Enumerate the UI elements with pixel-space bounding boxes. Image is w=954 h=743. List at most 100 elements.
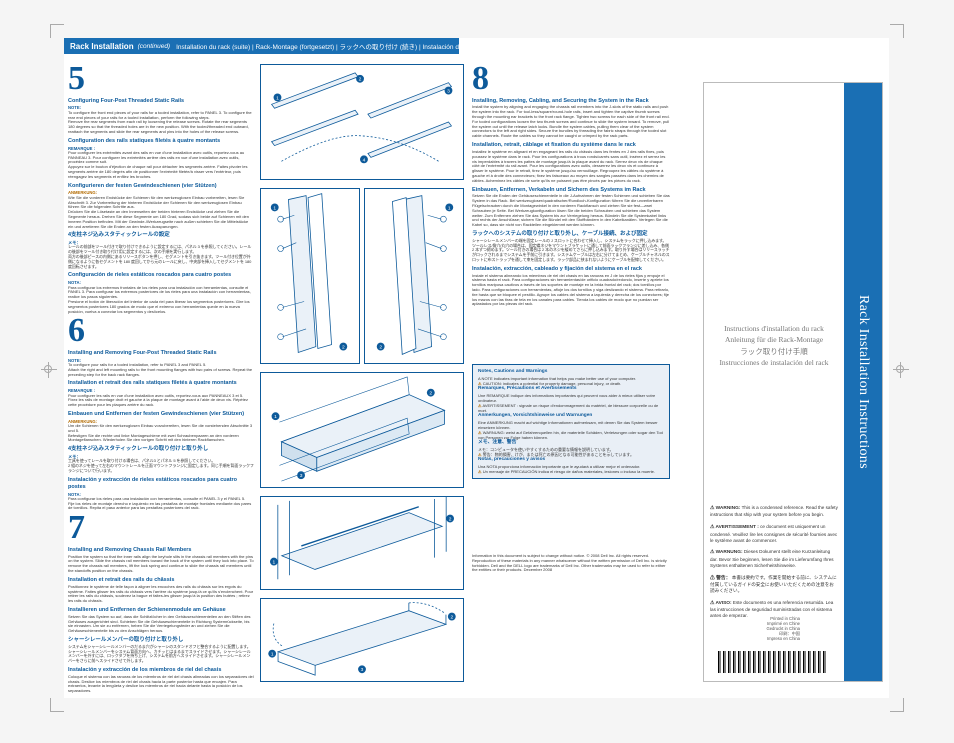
notes-group-title: Anmerkungen, Vorsichtshinweise und Warnu… [478,413,664,419]
page: 0J108rr0.qxd 12/05/2008 10:37 Page 2 Rac… [64,38,889,698]
section-title: Installation, retrait, câblage et fixati… [472,142,670,149]
svg-text:2: 2 [429,391,432,397]
section-body: Setzen Sie die Enden der Gehäuseschienen… [472,194,670,228]
section-title: Instalación, extracción, cableado y fija… [472,266,670,273]
diagram-panel-8a: 1 2 [260,496,464,590]
section-title: Installing and Removing Chassis Rail Mem… [68,547,254,554]
cover-warning: ⚠ 警告： 本書は要約です。作業を開始する前に、システムに付属しているガイドの安… [710,575,838,594]
notes-line: Une REMARQUE indique des informations im… [478,393,664,403]
legal-footer: Information in this document is subject … [472,554,670,573]
svg-text:1: 1 [273,560,276,566]
diagram-panel-8b: 1 2 3 [260,598,464,682]
section-body: Setzen Sie das System so auf, dass die S… [68,615,254,634]
notes-group-title: Remarques, Précautions et Avertissements [478,386,664,392]
svg-text:1: 1 [274,414,277,420]
header-title: Rack Installation [70,42,134,51]
printed-line: Impreso en China [766,636,800,641]
svg-text:3: 3 [447,89,450,95]
cover-titles: Instructions d'installation du rackAnlei… [712,323,836,368]
section-title: Installing, Removing, Cabling, and Secur… [472,98,670,105]
svg-text:4: 4 [363,157,366,163]
header-subtitle: (continued) [138,43,171,50]
cover-printed: Printed in ChinaImprimé en ChineGedruckt… [766,616,800,641]
section-title: Configuration des rails statiques fileté… [68,138,254,145]
header-trail: Installation du rack (suite) | Rack-Mont… [176,41,521,51]
section-body: Position the system so that the inner ra… [68,555,254,574]
notes-cautions-box: Notes, Cautions and WarningsA NOTE indic… [472,364,670,479]
section-body: Wie Sie die vorderen Endstücke der Schie… [68,196,254,230]
section-body: システムをシャーシレールメンバーのだるま穴がシャーシのスタンドオフと整合するよう… [68,645,254,664]
diagram-panel-7: 1 2 3 [260,372,464,488]
section-title: Einbauen, Entfernen, Verkabeln und Siche… [472,187,670,194]
svg-text:2: 2 [449,516,452,522]
cover-title-line: ラック取り付け手順 [712,346,836,357]
cover-warning: ⚠ AVERTISSEMENT : ce document est unique… [710,524,838,543]
section-number: 5 [68,64,254,95]
section-body: シャーシレールメンバーの端を固定レールの J スロットに合わせて挿入し、システム… [472,239,670,263]
section-title: Installation et retrait des rails du châ… [68,577,254,584]
cover-warning: ⚠ WARNING: This is a condensed reference… [710,505,838,518]
section-body: To configure your rails for a tooled ins… [68,363,254,377]
section-title: Configuración de rieles estáticos roscad… [68,272,254,279]
svg-text:1: 1 [276,95,279,101]
svg-text:2: 2 [342,345,345,351]
section-body: 工具を使ってレールを取り付ける場合は、パネル3 とパネル 5 を参照してください… [68,459,254,473]
section-title: 4支柱ネジ込みスタティックレールの設定 [68,232,254,239]
svg-text:2: 2 [359,77,362,83]
notes-group-title: Notes, Cautions and Warnings [478,369,664,375]
section-body: Pour configurer les rails en vue d'une i… [68,394,254,408]
notes-line: ⚠ AVERTISSEMENT : signale un risque d'en… [478,403,664,413]
svg-text:2: 2 [379,345,382,351]
section-number: 8 [472,64,670,95]
section-number: 7 [68,513,254,544]
section-body: Instale el sistema alineando los miembro… [472,274,670,308]
section-title: Instalación y extracción de rieles estát… [68,477,254,491]
section-title: Installieren und Entfernen der Schienenm… [68,607,254,614]
section-body: Coloque el sistema con las ranuras de lo… [68,675,254,694]
cover-title-line: Instrucciones de instalación del rack [712,357,836,368]
notes-line: ⚠ WARNUNG: weist auf Gefahrenquellen hin… [478,430,664,440]
svg-text:3: 3 [361,667,364,673]
section-body: Pour configurer les extrémités avant des… [68,151,254,180]
cover-title-line: Instructions d'installation du rack [712,323,836,334]
diagram-panel-6a: 1 2 [260,188,360,364]
diagram-panel-5: 1 2 3 4 [260,64,464,180]
section-title: Installation et retrait des rails statiq… [68,380,254,387]
section-body: レールの前部をツール付きで取り付けできるように設定するには、パネル 3 を参照し… [68,245,254,269]
section-title: シャーシレールメンバーの取り付けと取り外し [68,637,254,644]
svg-text:3: 3 [300,473,303,479]
section-body: Install the system by aligning and engag… [472,105,670,139]
header-strip: Rack Installation (continued) Installati… [64,38,459,54]
svg-text:1: 1 [271,652,274,658]
section-title: Instalación y extracción de los miembros… [68,667,254,674]
section-title: Konfigurieren der festen Gewindeschienen… [68,183,254,190]
left-column: 5 Configuring Four-Post Threaded Static R… [68,64,254,696]
cover-spine: Rack Installation Instructions [844,83,882,681]
cover-card: Rack Installation Instructions Instructi… [703,82,883,682]
svg-text:1: 1 [273,205,276,211]
section-title: ラックへのシステムの取り付けと取り外し、ケーブル接続、および固定 [472,231,670,238]
section-body: To configure the front end pieces of you… [68,111,254,135]
cover-title-line: Anleitung für die Rack-Montage [712,334,836,345]
diagram-panel-6b: 1 2 [364,188,464,364]
notes-line: Eine ANMERKUNG macht auf wichtige Inform… [478,420,664,430]
section-title: Installing and Removing Four-Post Thread… [68,350,254,357]
section-body: Para configurar los extremos frontales d… [68,286,254,315]
section-title: Einbauen und Entfernen der festen Gewind… [68,411,254,418]
section-title: Configuring Four-Post Threaded Static Ra… [68,98,254,105]
section-number: 6 [68,316,254,347]
section-body: Para configurar los rieles para una inst… [68,497,254,511]
section-body: Um die Schienen für den werkzeuglosen Ei… [68,424,254,443]
notes-group-title: Notas, precauciones y avisos [478,457,664,463]
notes-group-title: メモ、注意、警告 [478,440,664,446]
barcode [718,643,828,673]
svg-text:2: 2 [450,615,453,621]
svg-text:1: 1 [448,205,451,211]
section-body: Installez le système en alignant et en e… [472,150,670,184]
cover-warning: ⚠ WARNUNG: Dieses Dokument stellt eine K… [710,549,838,568]
section-body: Positionnez le système de telle façon à … [68,585,254,604]
section-title: 4支柱ネジ込みスタティックレールの取り付けと取り外し [68,446,254,453]
notes-line: ⚠ Un mensaje de PRECAUCIÓN indica el rie… [478,469,664,474]
cover-warnings: ⚠ WARNING: This is a condensed reference… [710,505,838,625]
mid-column: 8 Installing, Removing, Cabling, and Secu… [472,64,670,309]
